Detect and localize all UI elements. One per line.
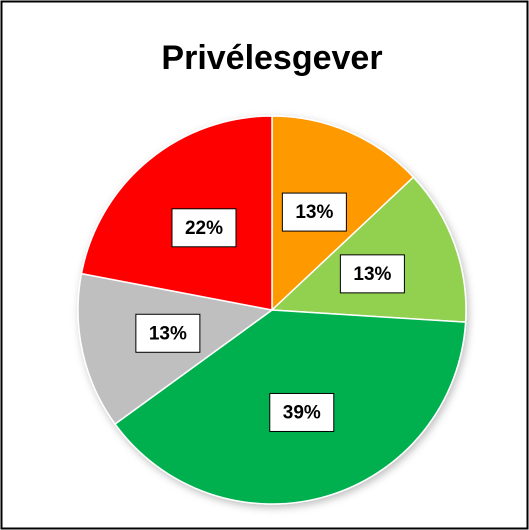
label-box bbox=[339, 254, 405, 294]
pie bbox=[77, 115, 467, 505]
data-label: 13% bbox=[149, 323, 187, 344]
pie-slice bbox=[270, 176, 467, 323]
label-box bbox=[269, 392, 335, 432]
data-label: 39% bbox=[283, 402, 321, 423]
data-label: 22% bbox=[185, 218, 223, 239]
data-label: 13% bbox=[353, 264, 391, 285]
labels: 13% 13% 39% 13% 22% bbox=[135, 192, 405, 432]
label-box bbox=[171, 208, 237, 248]
label-box bbox=[135, 313, 201, 353]
label-box bbox=[281, 192, 347, 232]
data-label: 13% bbox=[295, 202, 333, 223]
chart-title: Privélesgever bbox=[161, 39, 382, 77]
